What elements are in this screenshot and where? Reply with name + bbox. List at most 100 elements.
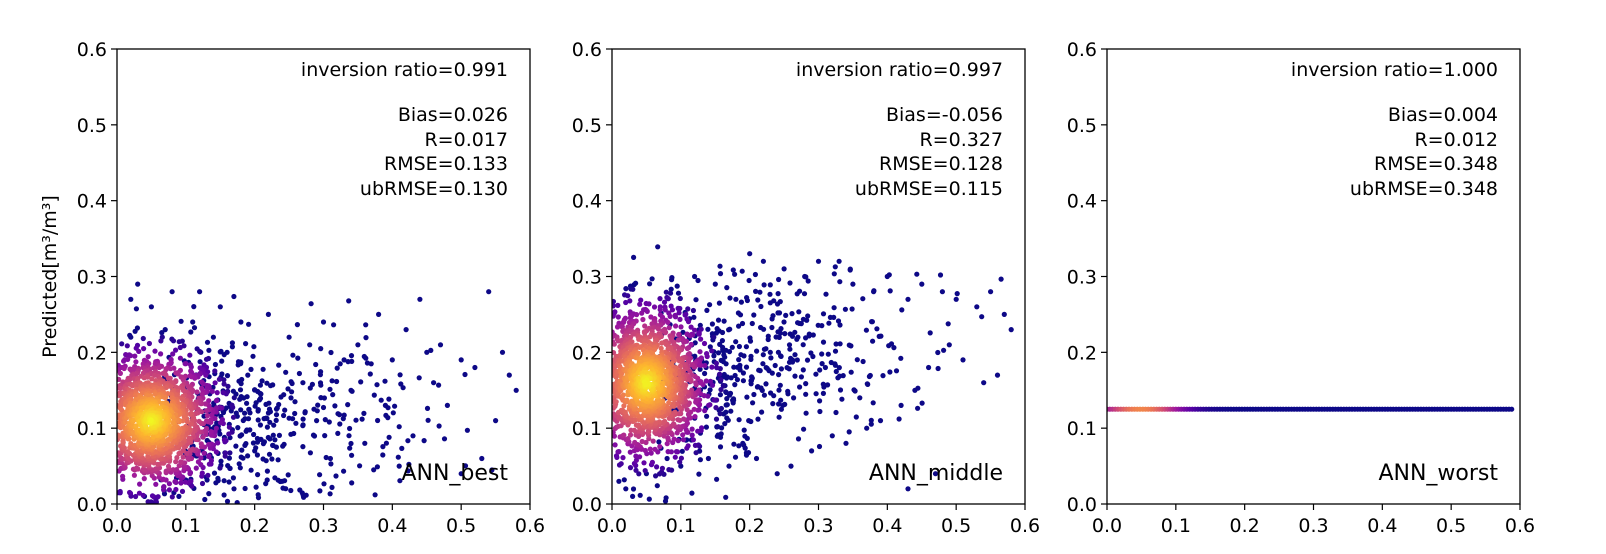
data-point	[795, 334, 801, 340]
data-point	[199, 391, 205, 397]
data-point	[796, 309, 802, 315]
data-point	[753, 455, 760, 462]
data-point	[187, 447, 193, 453]
data-point	[218, 458, 224, 464]
data-point	[974, 304, 980, 310]
data-point	[257, 382, 263, 388]
data-point	[203, 408, 210, 414]
data-point	[615, 302, 621, 308]
data-point	[717, 341, 723, 347]
data-point	[823, 291, 829, 297]
data-point	[731, 397, 737, 403]
data-point	[724, 374, 731, 380]
data-point	[226, 424, 232, 430]
data-point	[661, 433, 667, 439]
data-point	[211, 470, 218, 476]
data-point	[788, 355, 794, 361]
data-point	[631, 254, 637, 260]
data-point	[740, 440, 746, 446]
data-point	[185, 455, 191, 461]
data-point	[659, 465, 666, 471]
data-point	[176, 339, 182, 345]
data-point	[620, 455, 626, 461]
data-point	[646, 496, 652, 502]
data-point	[140, 492, 146, 498]
data-point	[749, 374, 755, 380]
data-point	[248, 366, 254, 372]
y-tick-label: 0.1	[77, 418, 107, 440]
data-point	[307, 450, 313, 456]
data-point	[714, 433, 720, 439]
data-point	[646, 301, 652, 307]
data-point	[797, 384, 803, 390]
data-point	[318, 382, 324, 388]
data-point	[348, 387, 354, 393]
data-point	[778, 397, 784, 403]
data-point	[613, 453, 620, 459]
data-point	[755, 384, 761, 390]
data-point	[675, 438, 681, 444]
data-point	[766, 368, 772, 374]
data-point	[281, 412, 287, 419]
data-point	[665, 296, 671, 302]
data-point	[431, 380, 437, 386]
data-point	[751, 391, 757, 398]
x-tick-label: 0.1	[1161, 515, 1191, 537]
data-point	[740, 370, 747, 376]
data-point	[314, 418, 320, 424]
data-point	[819, 351, 825, 357]
data-point	[734, 377, 741, 383]
data-point	[179, 488, 186, 494]
data-point	[760, 258, 767, 264]
data-point	[789, 333, 796, 339]
x-tick-label: 0.2	[735, 515, 765, 537]
data-point	[374, 464, 380, 470]
data-point	[255, 388, 261, 395]
data-point	[200, 434, 206, 440]
data-point	[188, 478, 194, 484]
data-point	[717, 371, 723, 377]
data-point	[191, 304, 197, 310]
data-point	[662, 307, 668, 313]
data-point	[850, 281, 856, 287]
data-point	[813, 391, 819, 397]
data-point	[659, 340, 665, 346]
y-tick-label: 0.4	[77, 191, 107, 213]
data-point	[317, 488, 323, 494]
y-tick-label: 0.5	[1067, 115, 1097, 137]
data-point	[869, 319, 875, 325]
data-point	[820, 311, 827, 317]
stat-text: R=0.012	[1414, 129, 1498, 151]
data-point	[770, 313, 776, 319]
data-point	[289, 389, 295, 395]
data-point	[135, 281, 141, 287]
data-point	[737, 364, 743, 371]
data-point	[639, 438, 645, 445]
data-point	[800, 342, 806, 348]
data-point	[718, 431, 724, 437]
data-point	[919, 281, 925, 287]
data-point	[935, 365, 941, 372]
data-point	[851, 387, 857, 393]
data-point	[870, 338, 876, 344]
data-point	[778, 366, 785, 372]
data-point	[206, 453, 212, 459]
data-point	[120, 473, 126, 479]
data-point	[243, 341, 249, 347]
data-point	[692, 340, 698, 346]
data-point	[826, 320, 832, 326]
data-point	[180, 387, 186, 393]
data-point	[329, 484, 335, 490]
data-point	[633, 453, 639, 459]
data-point	[705, 326, 711, 332]
data-point	[776, 276, 782, 283]
data-point	[736, 443, 742, 449]
data-point	[714, 476, 720, 482]
data-point	[386, 434, 392, 440]
data-point	[686, 411, 692, 417]
data-point	[309, 381, 315, 387]
x-tick-label: 0.0	[1092, 515, 1122, 537]
data-point	[715, 350, 722, 356]
y-tick-label: 0.0	[77, 494, 107, 516]
data-point	[638, 297, 644, 303]
